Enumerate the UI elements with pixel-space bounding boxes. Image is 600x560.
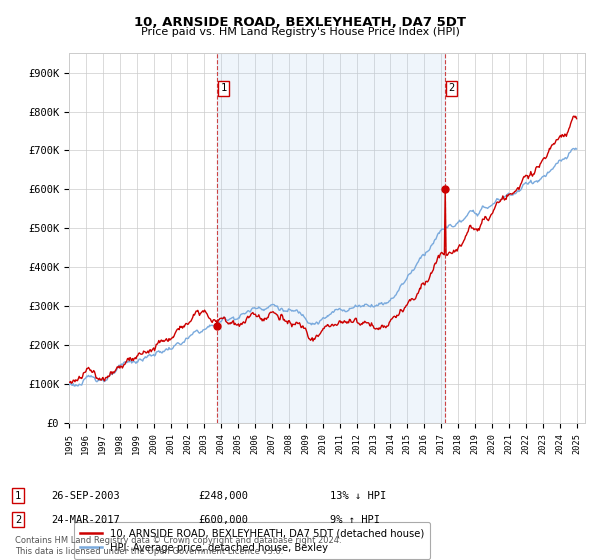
Text: 1: 1 [15, 491, 21, 501]
Text: £600,000: £600,000 [198, 515, 248, 525]
Text: 13% ↓ HPI: 13% ↓ HPI [330, 491, 386, 501]
Text: 10, ARNSIDE ROAD, BEXLEYHEATH, DA7 5DT: 10, ARNSIDE ROAD, BEXLEYHEATH, DA7 5DT [134, 16, 466, 29]
Text: 2: 2 [15, 515, 21, 525]
Text: Contains HM Land Registry data © Crown copyright and database right 2024.
This d: Contains HM Land Registry data © Crown c… [15, 536, 341, 556]
Text: £248,000: £248,000 [198, 491, 248, 501]
Text: 9% ↑ HPI: 9% ↑ HPI [330, 515, 380, 525]
Bar [217, 53, 445, 423]
Text: 26-SEP-2003: 26-SEP-2003 [51, 491, 120, 501]
Legend: 10, ARNSIDE ROAD, BEXLEYHEATH, DA7 5DT (detached house), HPI: Average price, det: 10, ARNSIDE ROAD, BEXLEYHEATH, DA7 5DT (… [74, 522, 430, 558]
Text: Price paid vs. HM Land Registry's House Price Index (HPI): Price paid vs. HM Land Registry's House … [140, 27, 460, 38]
Text: 1: 1 [220, 83, 227, 93]
Text: 24-MAR-2017: 24-MAR-2017 [51, 515, 120, 525]
Text: 2: 2 [448, 83, 455, 93]
